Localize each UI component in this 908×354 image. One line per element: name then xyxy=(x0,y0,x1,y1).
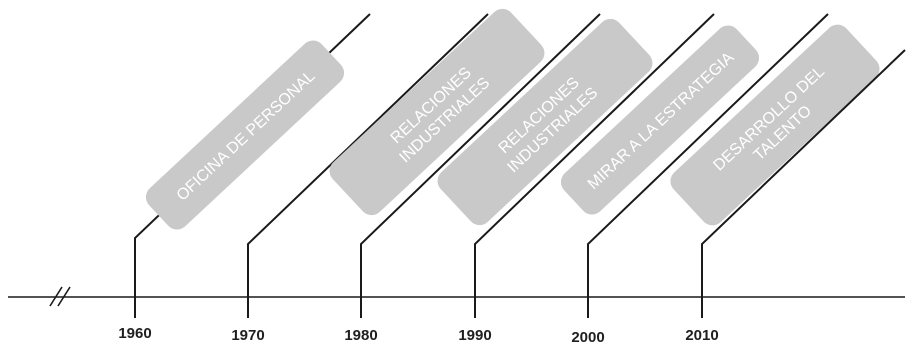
stage-2-connector xyxy=(247,13,489,318)
axis-break-icon xyxy=(49,286,71,307)
stage-5-connector xyxy=(587,13,829,318)
stage-1-box xyxy=(145,40,345,230)
stage-5-box xyxy=(670,24,880,226)
year-label-1960: 1960 xyxy=(118,325,151,342)
year-label-1980: 1980 xyxy=(344,327,377,344)
final-connector xyxy=(701,49,906,318)
stage-4-box xyxy=(560,25,760,215)
stage-3-box xyxy=(437,18,653,226)
year-label-2000: 2000 xyxy=(571,329,604,346)
year-label-2010: 2010 xyxy=(685,327,718,344)
year-label-1990: 1990 xyxy=(458,327,491,344)
stage-4-connector xyxy=(474,13,715,318)
stage-1-label: OFICINA DE PERSONAL xyxy=(174,68,319,205)
year-label-1970: 1970 xyxy=(231,327,264,344)
stage-3-connector xyxy=(360,13,601,318)
stage-2-box xyxy=(329,8,545,216)
